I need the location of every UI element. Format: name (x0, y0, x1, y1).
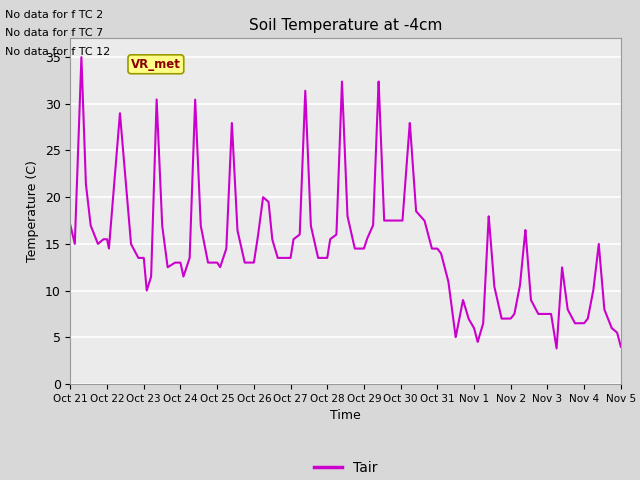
Text: No data for f TC 7: No data for f TC 7 (5, 28, 104, 38)
Text: No data for f TC 12: No data for f TC 12 (5, 47, 110, 57)
Legend: Tair: Tair (308, 456, 383, 480)
Title: Soil Temperature at -4cm: Soil Temperature at -4cm (249, 18, 442, 33)
Text: VR_met: VR_met (131, 58, 181, 71)
Y-axis label: Temperature (C): Temperature (C) (26, 160, 39, 262)
Text: No data for f TC 2: No data for f TC 2 (5, 10, 104, 20)
X-axis label: Time: Time (330, 409, 361, 422)
